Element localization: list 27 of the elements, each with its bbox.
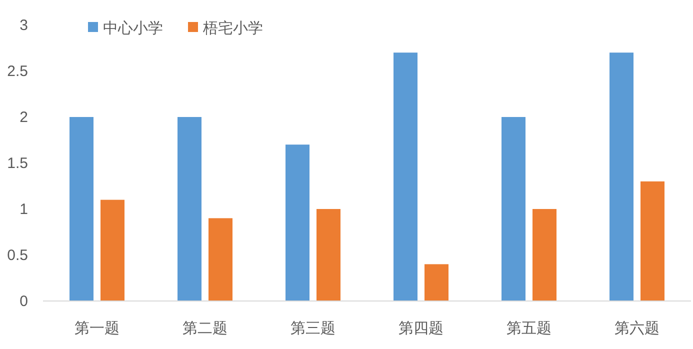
y-tick-label: 2 <box>20 109 28 126</box>
x-tick-label: 第六题 <box>614 320 660 337</box>
y-tick-label: 1.5 <box>7 155 28 172</box>
x-tick-label: 第一题 <box>74 320 120 337</box>
x-tick-label: 第三题 <box>290 320 336 337</box>
y-tick-label: 0 <box>20 293 28 310</box>
y-tick-label: 3 <box>20 17 28 34</box>
legend-label: 中心小学 <box>103 20 163 37</box>
x-tick-label: 第五题 <box>506 320 552 337</box>
y-tick-label: 2.5 <box>7 63 28 80</box>
legend-label: 梧宅小学 <box>202 20 263 37</box>
bar <box>208 218 232 301</box>
bar <box>70 117 94 301</box>
bar <box>424 264 448 301</box>
bar <box>532 209 556 301</box>
y-tick-label: 1 <box>20 201 28 218</box>
bar <box>100 200 124 301</box>
x-tick-label: 第四题 <box>398 320 444 337</box>
bar <box>316 209 340 301</box>
bar <box>178 117 202 301</box>
bar <box>640 181 664 301</box>
y-tick-label: 0.5 <box>7 247 28 264</box>
bar <box>394 52 418 301</box>
bar <box>286 144 310 301</box>
bar <box>610 52 634 301</box>
bar <box>502 117 526 301</box>
x-tick-label: 第二题 <box>182 320 228 337</box>
